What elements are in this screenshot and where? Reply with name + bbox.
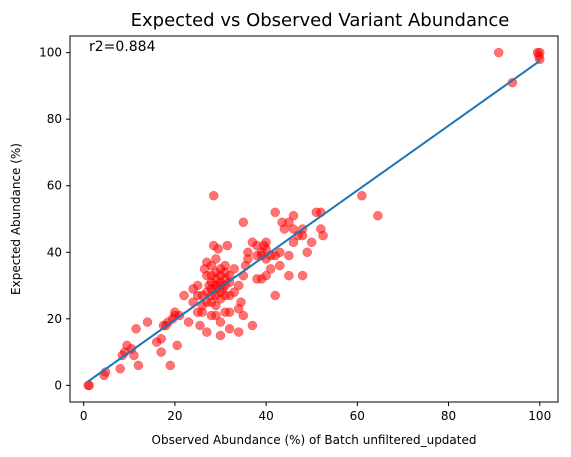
data-point xyxy=(222,240,233,251)
data-point xyxy=(142,317,153,327)
data-point xyxy=(224,324,235,334)
data-point xyxy=(179,290,189,301)
data-point xyxy=(233,327,244,337)
data-point xyxy=(213,244,223,254)
data-point xyxy=(288,237,299,248)
data-point xyxy=(297,230,308,241)
data-point xyxy=(208,190,219,201)
y-axis-label: Expected Abundance (%) xyxy=(9,143,23,295)
data-point xyxy=(238,217,249,228)
data-point xyxy=(243,247,253,258)
data-point xyxy=(224,307,235,317)
data-point xyxy=(297,270,308,281)
data-point xyxy=(302,247,312,258)
x-tick-label: 60 xyxy=(350,409,365,423)
x-axis-label: Observed Abundance (%) of Batch unfilter… xyxy=(152,433,477,447)
x-tick-label: 0 xyxy=(80,409,88,423)
data-point xyxy=(265,264,276,274)
data-point xyxy=(247,320,258,331)
x-tick-label: 80 xyxy=(441,409,456,423)
y-tick-label: 80 xyxy=(47,112,62,126)
x-tick-label: 100 xyxy=(528,409,551,423)
y-tick-label: 60 xyxy=(47,179,62,193)
data-point xyxy=(156,347,166,357)
y-tick-label: 40 xyxy=(47,245,62,259)
data-point xyxy=(357,190,367,201)
data-point xyxy=(236,297,246,307)
data-point xyxy=(195,320,205,331)
x-axis-ticks: 0 20 40 60 80 100 xyxy=(80,402,551,423)
data-point xyxy=(211,300,221,311)
fit-line xyxy=(87,60,541,383)
data-point xyxy=(275,247,285,258)
data-point xyxy=(229,287,239,297)
data-point xyxy=(133,360,144,371)
r2-annotation: r2=0.884 xyxy=(89,39,156,55)
data-point xyxy=(211,254,221,264)
data-point xyxy=(183,317,194,327)
data-point xyxy=(229,264,239,274)
data-point xyxy=(115,363,125,374)
data-point xyxy=(233,280,244,291)
data-point xyxy=(202,327,212,337)
y-tick-label: 20 xyxy=(47,312,62,326)
data-point xyxy=(284,270,294,281)
data-points xyxy=(83,47,545,391)
plot-frame xyxy=(69,35,559,403)
data-point xyxy=(215,317,226,327)
regression-line xyxy=(87,60,541,383)
data-point xyxy=(318,230,328,241)
data-point xyxy=(275,260,285,271)
data-point xyxy=(211,310,221,321)
data-point xyxy=(284,217,294,228)
data-point xyxy=(261,244,271,254)
x-tick-label: 40 xyxy=(258,409,273,423)
data-point xyxy=(215,330,226,341)
x-tick-label: 20 xyxy=(167,409,182,423)
y-tick-label: 0 xyxy=(54,378,62,392)
data-point xyxy=(131,324,141,334)
data-point xyxy=(220,260,230,271)
y-tick-label: 100 xyxy=(39,46,62,60)
data-point xyxy=(172,340,182,351)
data-point xyxy=(156,334,166,344)
y-axis-ticks: 0 20 40 60 80 100 xyxy=(39,46,70,392)
data-point xyxy=(238,310,249,321)
data-point xyxy=(206,260,217,271)
data-point xyxy=(84,380,94,391)
data-point xyxy=(306,237,317,248)
data-point xyxy=(192,280,203,291)
data-point xyxy=(288,210,299,221)
data-point xyxy=(261,270,271,281)
chart-title: Expected vs Observed Variant Abundance xyxy=(131,10,510,31)
data-point xyxy=(373,210,383,221)
data-point xyxy=(284,250,294,261)
data-point xyxy=(270,207,280,218)
data-point xyxy=(270,290,280,301)
data-point xyxy=(165,360,176,371)
data-point xyxy=(493,47,504,58)
